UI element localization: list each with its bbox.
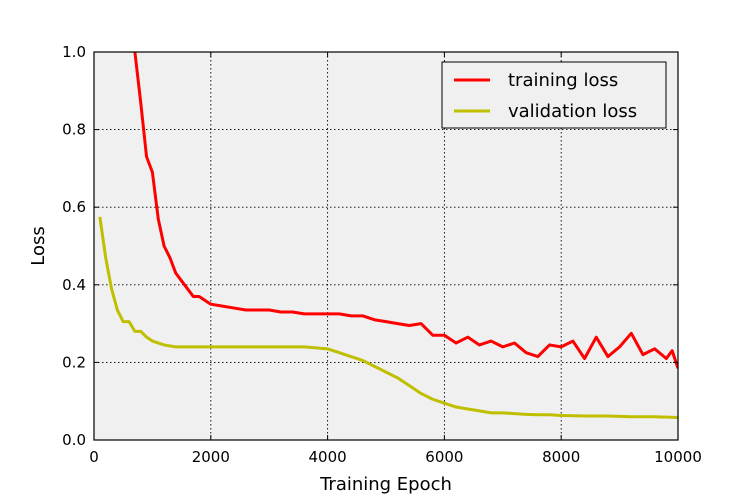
y-tick-label: 0.6 [62, 198, 86, 216]
x-tick-label: 0 [89, 448, 99, 466]
y-tick-label: 0.4 [62, 276, 86, 294]
x-tick-label: 2000 [192, 448, 230, 466]
series-line-validation-loss [98, 216, 678, 419]
y-axis-label: Loss [28, 226, 49, 265]
series-layer [98, 52, 678, 419]
legend-label-training-loss: training loss [508, 70, 618, 91]
y-tick-label: 1.0 [62, 43, 86, 61]
y-tick-label: 0.0 [62, 431, 86, 449]
x-tick-label: 6000 [425, 448, 463, 466]
x-tick-label: 4000 [309, 448, 347, 466]
legend-box [441, 61, 667, 129]
x-tick-label: 10000 [654, 448, 702, 466]
ticks: 0 2000 4000 6000 8000 10000 0.0 0.2 0.4 0.6 0.8 1.0 [62, 43, 702, 466]
series-line-training-loss [133, 52, 678, 369]
x-axis-label: Training Epoch [319, 474, 452, 495]
x-tick-label: 8000 [542, 448, 580, 466]
legend: training loss validation loss [441, 61, 667, 129]
y-tick-label: 0.2 [62, 353, 86, 371]
y-tick-label: 0.8 [62, 121, 86, 139]
legend-label-validation-loss: validation loss [508, 101, 637, 122]
plot-frame [93, 51, 679, 441]
